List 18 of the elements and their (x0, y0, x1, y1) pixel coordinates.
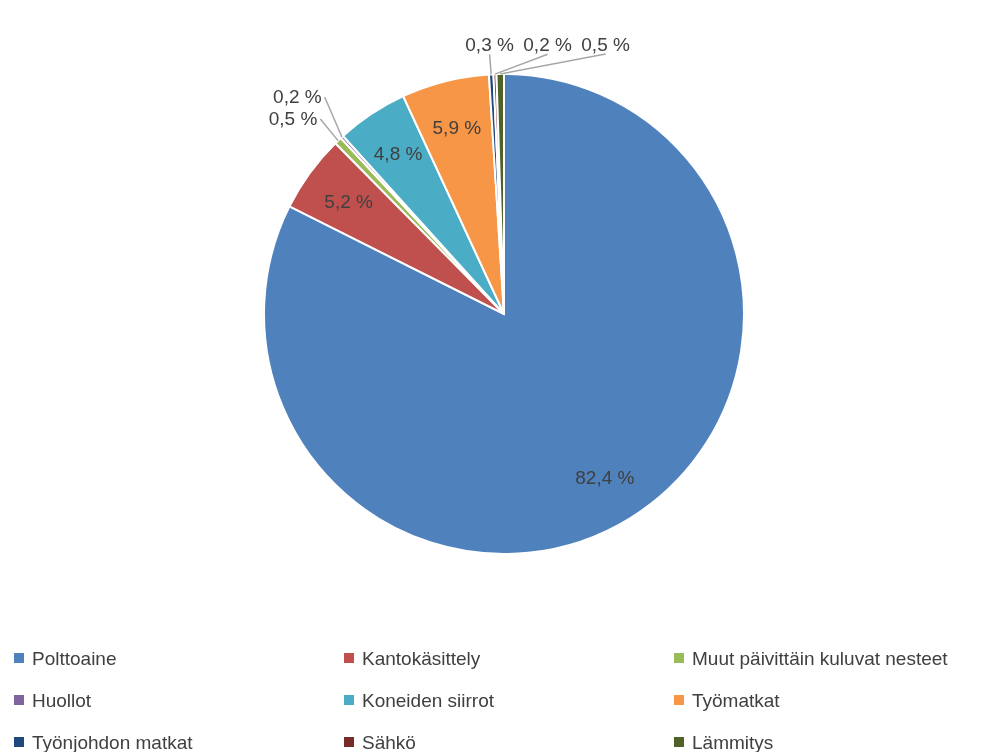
legend-label: Koneiden siirrot (362, 689, 495, 711)
data-label: 0,2 % (523, 33, 572, 55)
legend-label: Muut päivittäin kuluvat nesteet (692, 647, 949, 669)
data-label: 0,5 % (268, 108, 318, 130)
legend-label: Työnjohdon matkat (32, 731, 194, 752)
data-label: 0,2 % (273, 86, 322, 108)
legend-label: Polttoaine (32, 647, 117, 669)
legend-label: Kantokäsittely (362, 647, 481, 669)
legend-label: Työmatkat (692, 689, 781, 711)
data-label: 4,8 % (373, 143, 423, 165)
data-label: 82,4 % (575, 466, 635, 488)
data-label: 5,2 % (324, 190, 374, 212)
legend-label: Lämmitys (692, 731, 774, 752)
data-label: 0,5 % (581, 33, 630, 55)
data-label: 5,9 % (432, 117, 482, 139)
legend-label: Sähkö (362, 731, 416, 752)
data-label: 0,3 % (465, 33, 514, 55)
legend-label: Huollot (32, 689, 92, 711)
